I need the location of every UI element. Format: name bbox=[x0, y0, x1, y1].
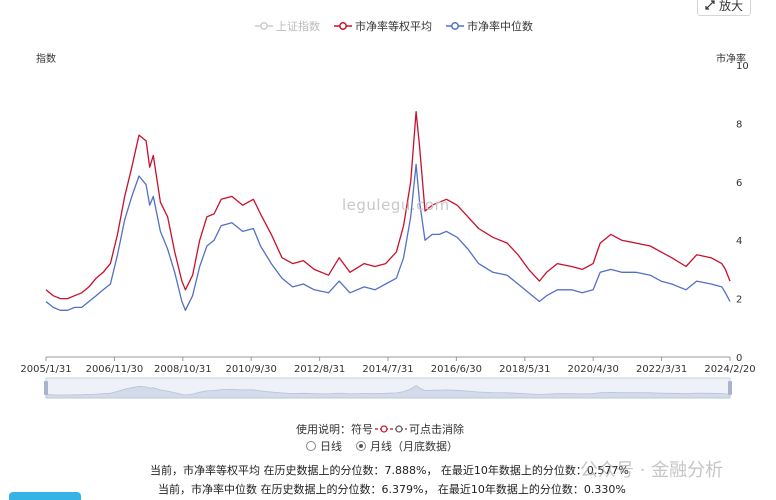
radio-label: 月线（月底数据） bbox=[370, 440, 458, 453]
legend-label: 市净率等权平均 bbox=[355, 20, 432, 33]
usage-suffix: 可点击消除 bbox=[409, 423, 464, 436]
stat-median: 当前，市净率中位数 在历史数据上的分位数：6.379%， 在最近10年数据上的分… bbox=[158, 483, 626, 496]
zoom-handle-right bbox=[728, 381, 732, 395]
legend-label: 市净率中位数 bbox=[467, 20, 533, 33]
zoom-handle-left bbox=[44, 381, 48, 395]
x-tick-label: 2010/9/30 bbox=[226, 364, 277, 375]
left-axis-title: 指数 bbox=[36, 54, 56, 65]
bottom-tab[interactable] bbox=[9, 492, 81, 500]
x-tick-label: 2005/1/31 bbox=[20, 364, 71, 375]
x-tick-label: 2018/5/31 bbox=[499, 364, 550, 375]
x-tick-label: 2020/4/30 bbox=[568, 364, 619, 375]
legend-item-median-pb[interactable]: 市净率中位数 bbox=[446, 18, 533, 34]
zoom-label: 放大 bbox=[718, 0, 743, 13]
line-chart: 2005/1/31 2006/11/30 2008/10/31 2010/9/30 20… bbox=[20, 61, 756, 399]
x-tick-label: 2022/3/31 bbox=[636, 364, 687, 375]
radio-daily[interactable]: 日线 bbox=[306, 438, 342, 454]
y-tick-label: 0 bbox=[736, 353, 742, 364]
y-tick-label: 6 bbox=[736, 178, 742, 189]
radio-monthly[interactable]: 月线（月底数据） bbox=[356, 438, 458, 454]
legend-item-equal-weight-pb[interactable]: 市净率等权平均 bbox=[334, 18, 432, 34]
x-tick-label: 2014/7/31 bbox=[362, 364, 413, 375]
y-tick-label: 10 bbox=[736, 61, 749, 72]
radio-label: 日线 bbox=[320, 440, 342, 453]
y-tick-label: 4 bbox=[736, 236, 742, 247]
stat-equal-weight: 当前，市净率等权平均 在历史数据上的分位数：7.888%， 在最近10年数据上的… bbox=[150, 464, 629, 477]
corner-watermark: 公众号 · 金融分析 bbox=[580, 460, 724, 481]
chart-legend: 上证指数 市净率等权平均 市净率中位数 bbox=[255, 18, 533, 34]
legend-label: 上证指数 bbox=[276, 20, 320, 33]
expand-arrows-icon bbox=[705, 0, 715, 10]
zoom-slider-preview bbox=[45, 385, 731, 399]
radio-circle bbox=[356, 441, 366, 451]
y-tick-label: 8 bbox=[736, 119, 742, 130]
series-line bbox=[45, 111, 731, 300]
legend-line-circle-icon bbox=[446, 22, 464, 30]
x-tick-label: 2016/6/30 bbox=[431, 364, 482, 375]
period-selector: 日线 月线（月底数据） bbox=[306, 438, 458, 454]
usage-prefix: 使用说明：符号 bbox=[296, 423, 373, 436]
x-tick-label: 2006/11/30 bbox=[86, 364, 144, 375]
radio-circle bbox=[306, 441, 316, 451]
y-tick-label: 2 bbox=[736, 295, 742, 306]
legend-line-circle-icon bbox=[255, 22, 273, 30]
x-tick-label: 2008/10/31 bbox=[154, 364, 212, 375]
site-watermark: legulegu.com bbox=[342, 196, 450, 214]
legend-symbol-icon bbox=[375, 425, 407, 433]
legend-item-index[interactable]: 上证指数 bbox=[255, 18, 320, 34]
usage-note: 使用说明：符号 可点击消除 bbox=[296, 421, 464, 437]
x-tick-label: 2024/2/20 bbox=[704, 364, 755, 375]
right-axis-title: 市净率 bbox=[716, 54, 746, 65]
legend-line-circle-icon bbox=[334, 22, 352, 30]
zoom-button[interactable]: 放大 bbox=[697, 0, 751, 16]
x-tick-label: 2012/8/31 bbox=[294, 364, 345, 375]
series-line bbox=[45, 163, 731, 311]
